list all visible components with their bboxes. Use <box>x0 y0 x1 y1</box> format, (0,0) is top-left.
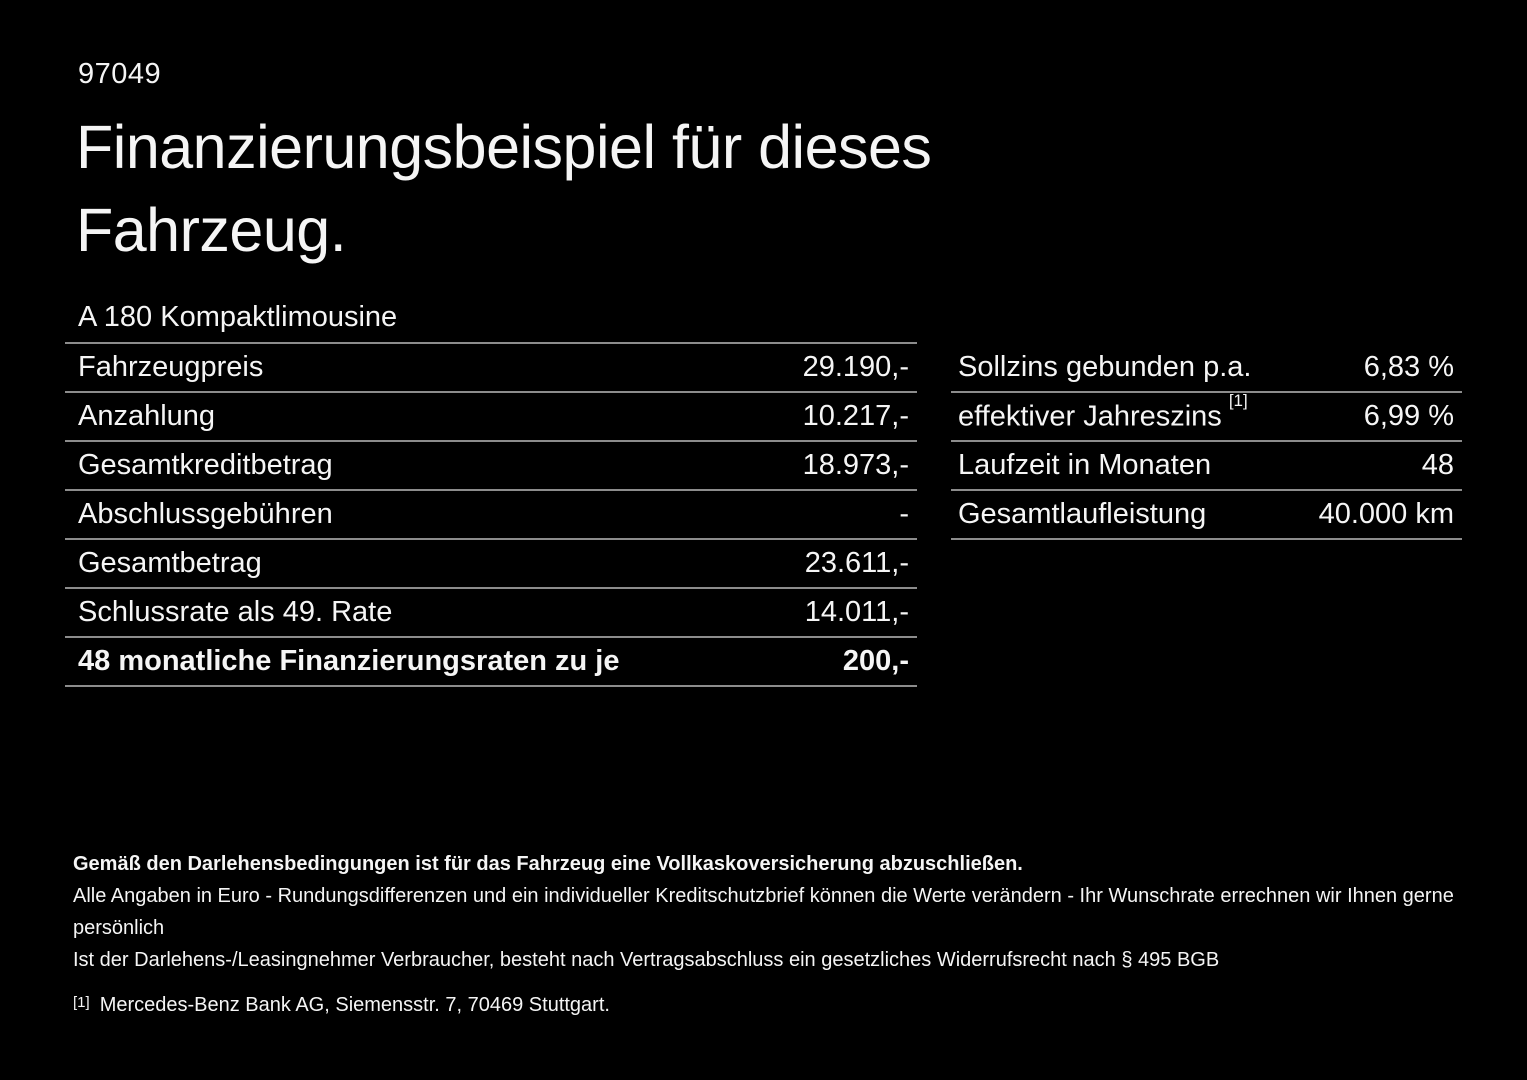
row-label: Abschlussgebühren <box>78 498 333 530</box>
row-label: Laufzeit in Monaten <box>958 449 1212 481</box>
reference-number: 97049 <box>78 58 162 90</box>
row-value: 29.190,- <box>802 351 909 383</box>
table-row-gesamtbetrag: Gesamtbetrag 23.611,- <box>65 540 917 589</box>
table-row-fahrzeugpreis: Fahrzeugpreis 29.190,- <box>65 344 917 393</box>
row-value: 14.011,- <box>804 596 909 628</box>
row-label: effektiver Jahreszins [1] <box>958 391 1248 434</box>
table-row-gesamtkreditbetrag: Gesamtkreditbetrag 18.973,- <box>65 442 917 491</box>
disclaimer-widerruf: Ist der Darlehens-/Leasingnehmer Verbrau… <box>73 949 1220 971</box>
page-title-line2: Fahrzeug. <box>76 196 347 264</box>
row-label: 48 monatliche Finanzierungsraten zu je <box>78 645 620 677</box>
row-value: 18.973,- <box>802 449 909 481</box>
legal-footer: Gemäß den Darlehensbedingungen ist für d… <box>73 848 1473 1023</box>
conditions-table: Sollzins gebunden p.a. 6,83 % effektiver… <box>951 342 1462 540</box>
row-label: Gesamtlaufleistung <box>958 498 1207 530</box>
table-row-sollzins: Sollzins gebunden p.a. 6,83 % <box>951 344 1462 393</box>
row-value: 40.000 km <box>1318 498 1454 530</box>
footnote-text: Mercedes-Benz Bank AG, Siemensstr. 7, 70… <box>99 994 610 1016</box>
row-value: - <box>899 498 909 530</box>
row-value: 10.217,- <box>802 400 909 432</box>
row-value: 23.611,- <box>804 547 909 579</box>
row-value: 6,83 % <box>1363 351 1454 383</box>
table-row-effektiver-jahreszins: effektiver Jahreszins [1] 6,99 % <box>951 391 1462 442</box>
row-value: 6,99 % <box>1363 400 1454 432</box>
row-label: Sollzins gebunden p.a. <box>958 351 1252 383</box>
table-row-abschlussgebuehren: Abschlussgebühren - <box>65 491 917 540</box>
row-label-text: effektiver Jahreszins <box>958 400 1222 433</box>
footnote: [1] Mercedes-Benz Bank AG, Siemensstr. 7,… <box>73 989 1473 1023</box>
row-label: Anzahlung <box>78 400 216 432</box>
table-row-anzahlung: Anzahlung 10.217,- <box>65 393 917 442</box>
disclaimer-rounding: Alle Angaben in Euro - Rundungsdifferenz… <box>73 885 1454 939</box>
table-row-schlussrate: Schlussrate als 49. Rate 14.011,- <box>65 589 917 638</box>
row-label: Gesamtbetrag <box>78 547 262 579</box>
row-value: 48 <box>1421 449 1454 481</box>
row-label: Fahrzeugpreis <box>78 351 264 383</box>
footnote-marker: [1] <box>73 994 90 1011</box>
table-row-laufzeit: Laufzeit in Monaten 48 <box>951 442 1462 491</box>
row-label: Schlussrate als 49. Rate <box>78 596 393 628</box>
row-value: 200,- <box>842 645 909 677</box>
row-label: Gesamtkreditbetrag <box>78 449 333 481</box>
page-title-line1: Finanzierungsbeispiel für dieses <box>76 113 932 181</box>
table-row-gesamtlaufleistung: Gesamtlaufleistung 40.000 km <box>951 491 1462 540</box>
footnote-reference: [1] <box>1228 390 1248 410</box>
page-title: Finanzierungsbeispiel für dieses Fahrzeug… <box>76 106 932 272</box>
table-row-monatsrate: 48 monatliche Finanzierungsraten zu je 2… <box>65 638 917 687</box>
financing-table: Fahrzeugpreis 29.190,- Anzahlung 10.217,… <box>65 342 917 687</box>
vehicle-model: A 180 Kompaktlimousine <box>78 301 398 333</box>
insurance-note: Gemäß den Darlehensbedingungen ist für d… <box>73 853 1023 875</box>
